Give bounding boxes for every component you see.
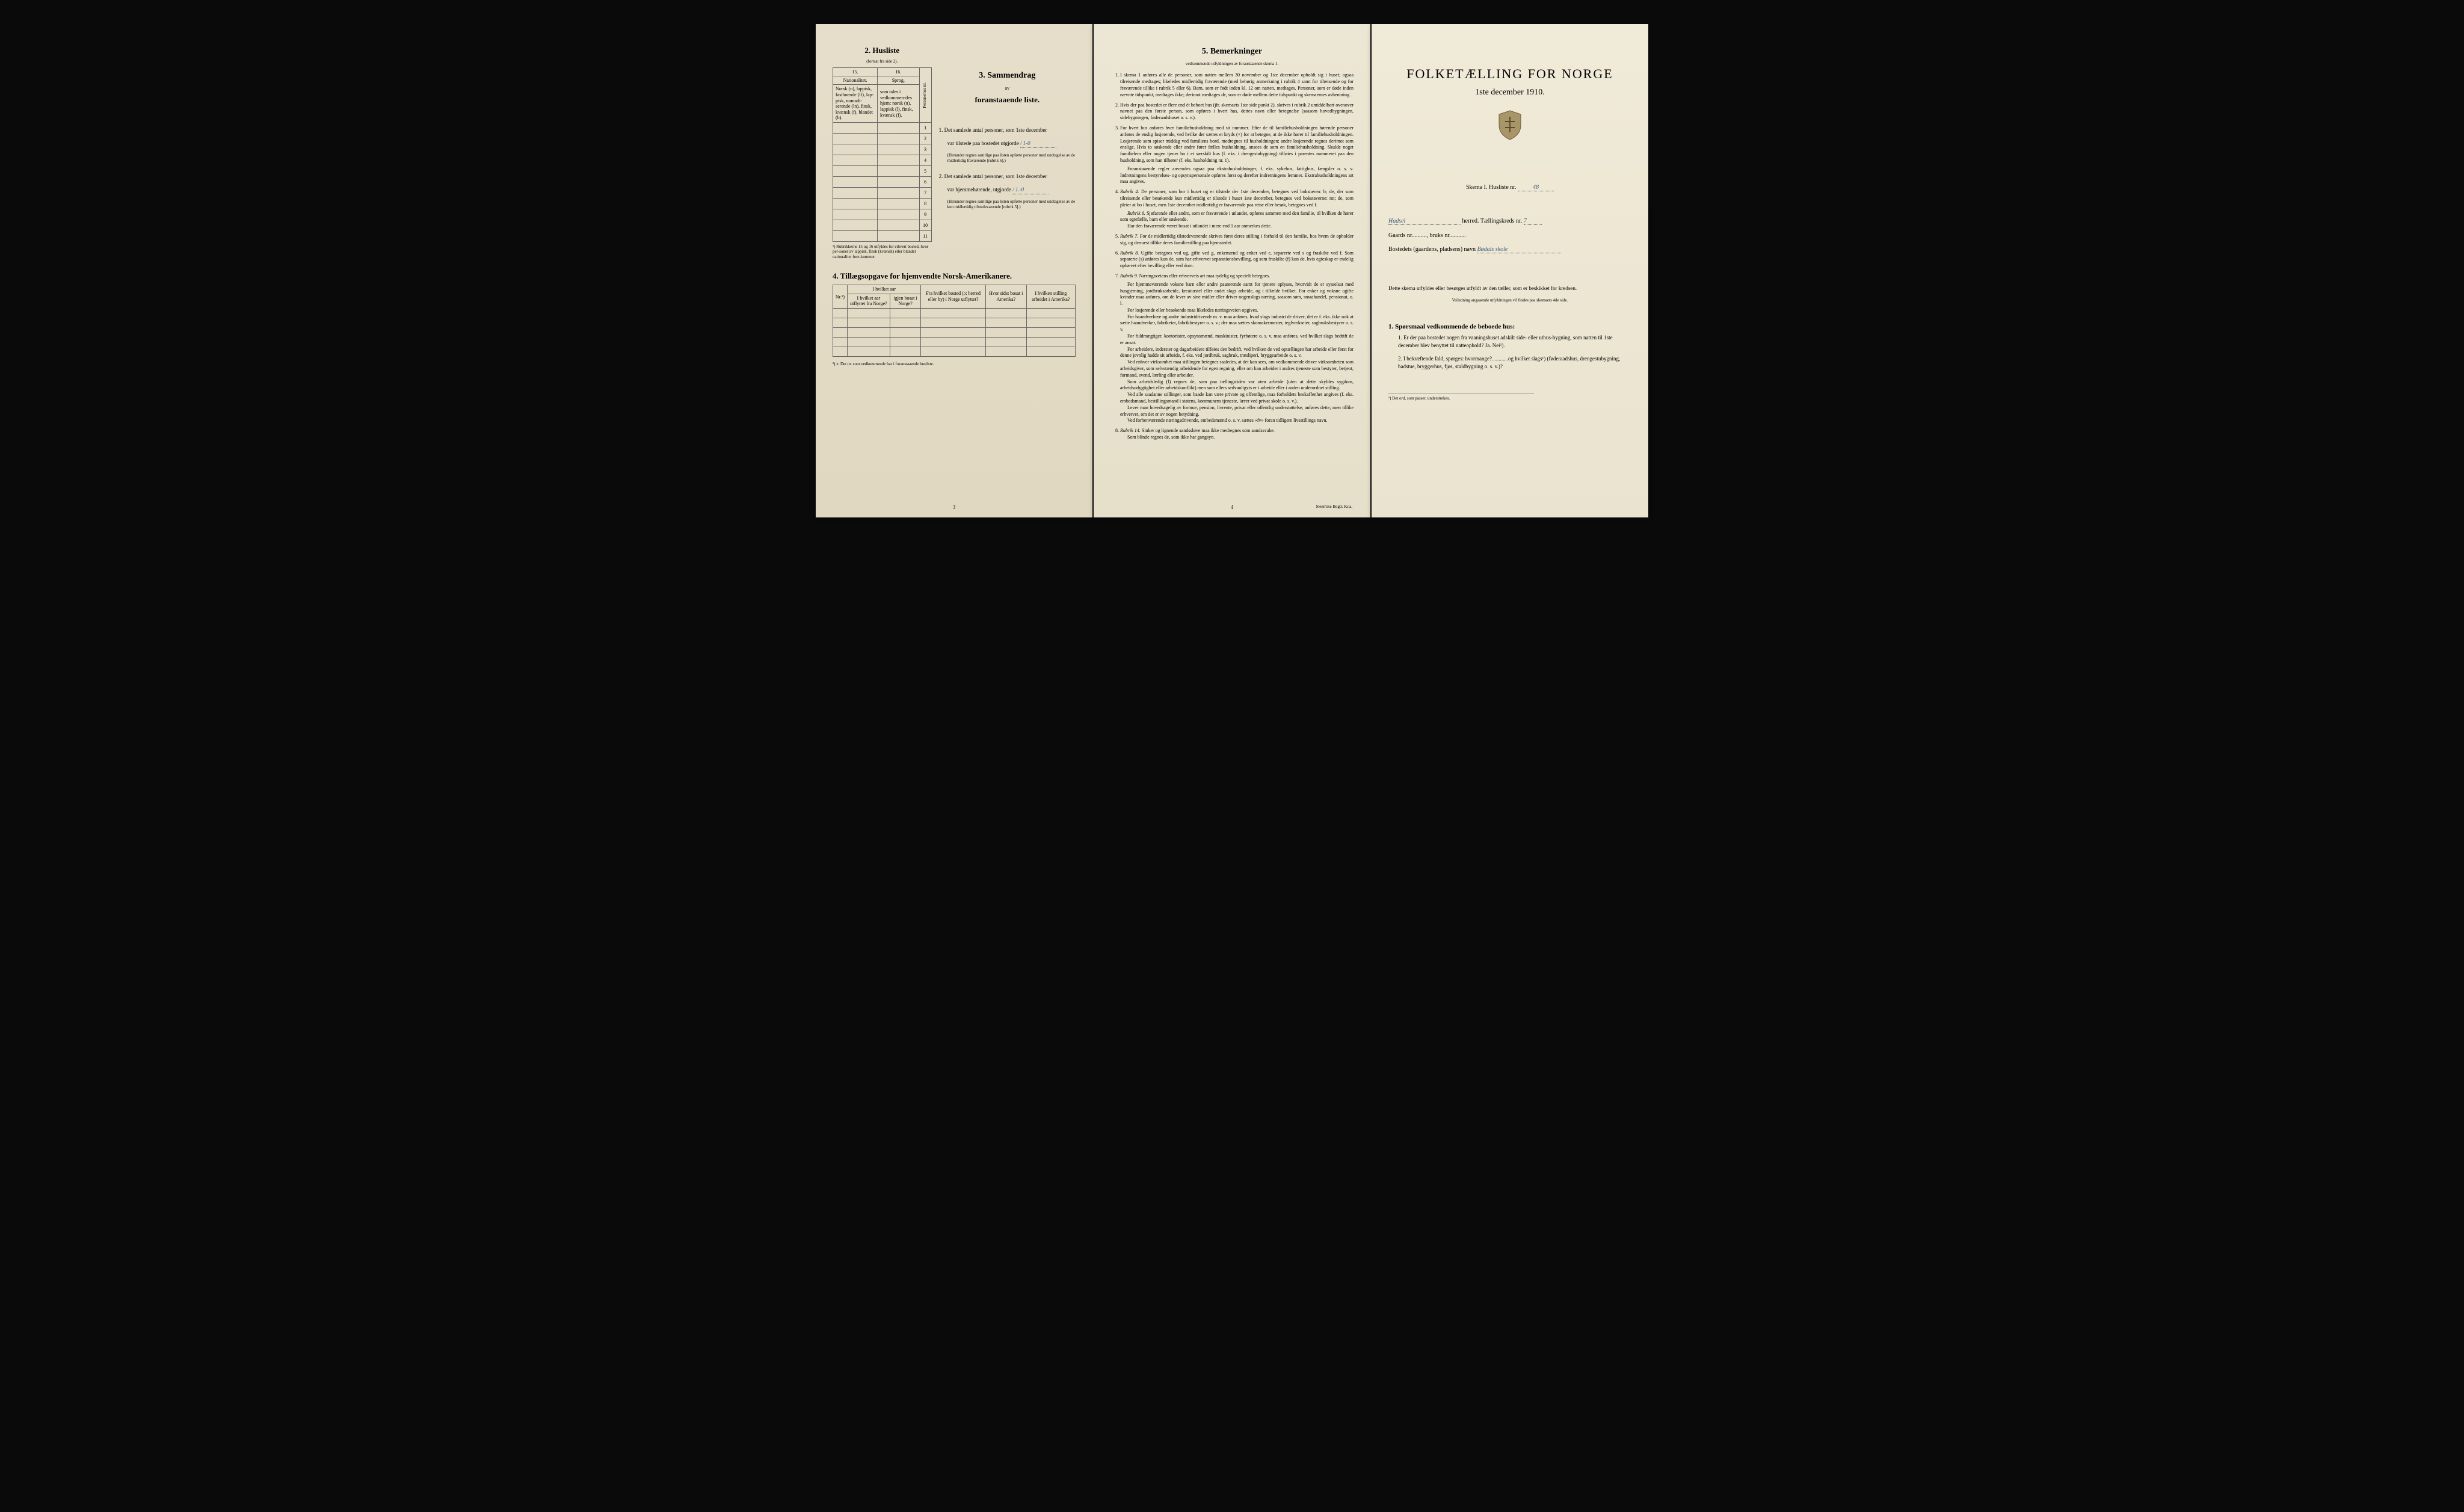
cover-footnote: ¹) Det ord, som passer, understrekes.	[1388, 393, 1534, 401]
page-3: 2. Husliste (fortsat fra side 2). 15. 16…	[816, 24, 1092, 517]
question-2: 2. I bekræftende fald, spørges: hvormang…	[1388, 355, 1631, 371]
col16-sub: som tales i vedkommen-des hjem: norsk (n…	[877, 85, 919, 123]
document-spread: 2. Husliste (fortsat fra side 2). 15. 16…	[816, 24, 1648, 517]
tillaeg-title: 4. Tillægsopgave for hjemvendte Norsk-Am…	[833, 271, 1076, 281]
page-cover: FOLKETÆLLING FOR NORGE 1ste december 191…	[1372, 24, 1648, 517]
husliste-note: (fortsat fra side 2).	[833, 59, 932, 64]
bosted-value: Bødals skole	[1477, 246, 1561, 253]
sammendrag-item1: 1. Det samlede antal personer, som 1ste …	[939, 126, 1076, 135]
sammendrag-item2: 2. Det samlede antal personer, som 1ste …	[939, 173, 1076, 181]
sammendrag-val1: / 1-0	[1020, 140, 1056, 149]
page-number-4: 4 Steen'ske Bogtr. Kr.a.	[1094, 504, 1370, 510]
col-16: 16.	[877, 68, 919, 76]
sammendrag-av: av	[939, 85, 1076, 91]
sammendrag-sub: foranstaaende liste.	[939, 95, 1076, 105]
kreds-nr: 7	[1524, 218, 1542, 225]
coat-of-arms-icon	[1388, 110, 1631, 147]
remark-1: I skema 1 anføres alle de personer, som …	[1120, 72, 1354, 98]
remark-8: Rubrik 14. Sinker og lignende aandssløve…	[1120, 428, 1354, 441]
persons-label: Personernes nr.	[922, 82, 927, 108]
sammendrag-item2b: var hjemmehørende, utgjorde	[947, 187, 1011, 193]
th-utflyttet: I hvilket aar utflyttet fra Norge?	[848, 294, 890, 308]
husliste-nr: 48	[1518, 184, 1554, 191]
tillaeg-table: Nr.²) I hvilket aar Fra hvilket bosted (…	[833, 285, 1076, 357]
th-igjen: igjen bosat i Norge?	[890, 294, 921, 308]
skema-label: Skema I. Husliste nr.	[1466, 184, 1517, 191]
sammendrag-title: 3. Sammendrag	[939, 71, 1076, 81]
sammendrag-item1b: var tilstede paa bostedet utgjorde	[947, 140, 1019, 146]
th-fra: Fra hvilket bosted (ɔ: herred eller by) …	[921, 285, 985, 309]
th-stilling: I hvilken stilling arbeidet i Amerika?	[1026, 285, 1075, 309]
printer-mark: Steen'ske Bogtr. Kr.a.	[1316, 504, 1352, 509]
husliste-table: 15. 16. Personernes nr. Nationalitet. Sp…	[833, 67, 932, 242]
questions-title: 1. Spørsmaal vedkommende de beboede hus:	[1388, 323, 1631, 330]
remark-5: Rubrik 7. For de midlertidig tilstedevær…	[1120, 233, 1354, 247]
sammendrag-note1: (Herunder regnes samtlige paa listen opf…	[939, 153, 1076, 163]
th-nr: Nr.²)	[833, 285, 848, 309]
page-4: 5. Bemerkninger vedkommende utfyldningen…	[1094, 24, 1370, 517]
th-hvor: Hvor sidst bosat i Amerika?	[985, 285, 1026, 309]
main-title: FOLKETÆLLING FOR NORGE	[1388, 66, 1631, 82]
remarks-list: I skema 1 anføres alle de personer, som …	[1110, 72, 1354, 440]
col-15: 15.	[833, 68, 878, 76]
remark-6: Rubrik 8. Ugifte betegnes ved ug, gifte …	[1120, 250, 1354, 270]
remark-3: For hvert hus anføres hver familiehushol…	[1120, 125, 1354, 185]
page-number-3: 3	[816, 504, 1092, 510]
sammendrag-val2: / 1.-0	[1012, 186, 1049, 195]
bemerkninger-title: 5. Bemerkninger	[1110, 47, 1354, 57]
col15-header: Nationalitet.	[833, 76, 878, 85]
question-1: 1. Er der paa bostedet nogen fra vaaning…	[1388, 334, 1631, 350]
herred-value: Hadsel	[1388, 218, 1461, 225]
col16-header: Sprog,	[877, 76, 919, 85]
remark-2: Hvis der paa bostedet er flere end ét be…	[1120, 102, 1354, 122]
instruction-text: Dette skema utfyldes eller besørges utfy…	[1388, 285, 1631, 293]
bemerkninger-subtitle: vedkommende utfyldningen av foranstaaend…	[1110, 61, 1354, 66]
col15-sub: Norsk (n), lappisk, fastboende (lf), lap…	[833, 85, 878, 123]
remark-7: Rubrik 9. Næringsveiens eller erhvervets…	[1120, 273, 1354, 424]
herred-label: herred. Tællingskreds nr.	[1462, 218, 1523, 224]
table-footnote: ¹) Rubrikkerne 15 og 16 utfyldes for eth…	[833, 244, 932, 259]
gaards-line: Gaards nr.........., bruks nr...........	[1388, 232, 1631, 239]
census-date: 1ste december 1910.	[1388, 88, 1631, 97]
tillaeg-footnote: ²) ɔ: Det nr. som vedkommende har i fora…	[833, 362, 1076, 366]
bosted-label: Bostedets (gaardens, pladsens) navn	[1388, 246, 1476, 253]
remark-4: Rubrik 4. De personer, som bor i huset o…	[1120, 189, 1354, 230]
veiledning-text: Veiledning angaaende utfyldningen vil fi…	[1388, 298, 1631, 303]
husliste-title: 2. Husliste	[833, 46, 932, 55]
sammendrag-note2: (Herunder regnes samtlige paa listen opf…	[939, 199, 1076, 209]
